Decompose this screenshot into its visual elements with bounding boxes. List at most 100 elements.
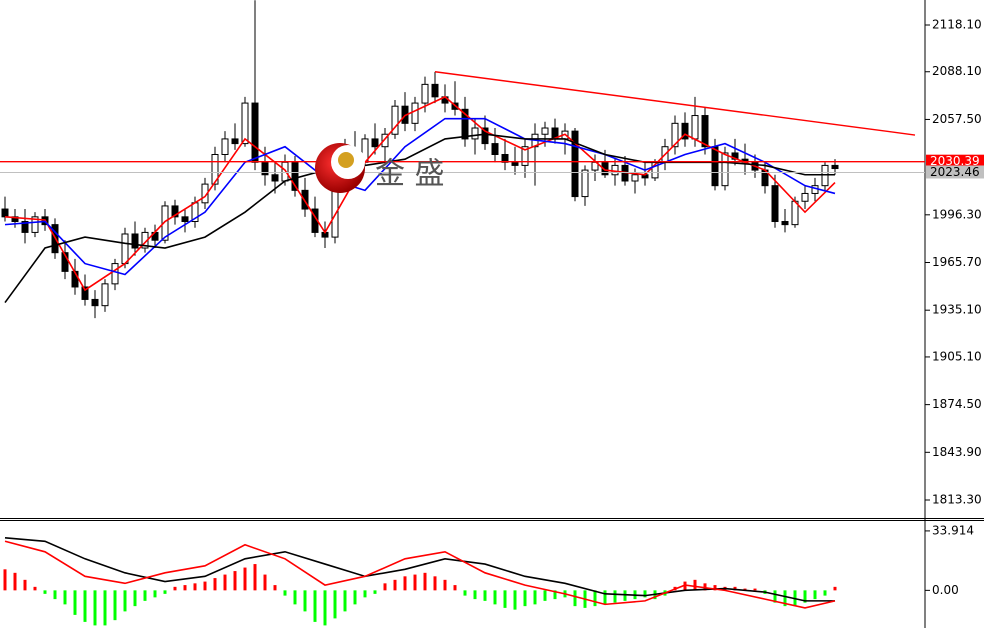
candle-body [131,233,139,249]
price-label: 2023.46 [930,165,980,179]
candle-body [781,221,789,226]
candle-body [631,174,639,182]
candle-body [421,83,429,104]
price-label-box [926,154,984,168]
y-tick-label: 1935.10 [932,303,982,317]
histogram-bar [383,583,387,591]
candle-body [81,286,89,300]
histogram-bar [103,590,107,626]
histogram-bar [343,590,347,612]
candle-body [461,108,469,140]
candle-body [241,102,249,145]
candle-body [521,146,529,166]
candle-body [21,221,29,233]
histogram-bar [63,590,67,605]
histogram-bar [23,579,27,591]
price-label: 2030.39 [930,154,980,168]
histogram-bar [3,569,7,591]
histogram-bar [403,576,407,591]
y-tick-label: 1813.30 [932,493,982,507]
candle-body [101,283,109,307]
macd-panel [3,536,837,626]
histogram-bar [283,590,287,596]
histogram-bar [143,590,147,601]
candle-body [281,161,289,182]
y-tick-label: 2118.10 [932,17,982,31]
histogram-bar [193,583,197,591]
histogram-bar [713,585,717,591]
histogram-bar [703,583,707,591]
histogram-bar [463,590,467,596]
histogram-bar [573,590,577,607]
histogram-bar [33,586,37,591]
histogram-bar [83,590,87,622]
histogram-bar [553,590,557,600]
candle-body [61,252,69,272]
candle-body [221,138,229,156]
histogram-bar [683,581,687,591]
y-tick-label: 0.00 [932,583,959,597]
candle-body [391,105,399,135]
histogram-bar [43,590,47,594]
histogram-bar [113,590,117,621]
y-tick-label: 1874.50 [932,397,982,411]
histogram-bar [353,590,357,605]
histogram-bar [183,585,187,591]
y-tick-label: 2088.10 [932,64,982,78]
histogram-bar [603,590,607,605]
histogram-bar [73,590,77,615]
histogram-bar [493,590,497,605]
candle-body [511,161,519,166]
candle-body [161,205,169,241]
candle-body [771,185,779,223]
histogram-bar [293,590,297,605]
histogram-bar [313,590,317,622]
histogram-bar [133,590,137,607]
histogram-bar [533,590,537,605]
histogram-bar [263,574,267,591]
candle-body [491,143,499,156]
histogram-bar [543,590,547,601]
histogram-bar [413,574,417,591]
histogram-bar [803,590,807,603]
y-tick-label: 33.914 [932,523,974,537]
logo-dot [338,152,354,168]
candle-body [681,122,689,140]
histogram-bar [813,590,817,600]
candle-body [671,122,679,148]
histogram-bar [753,588,757,591]
candle-body [411,102,419,124]
candle-body [571,130,579,198]
histogram-bar [613,590,617,603]
histogram-bar [163,590,167,594]
histogram-bar [733,586,737,591]
histogram-bar [623,590,627,601]
histogram-bar [483,590,487,601]
histogram-bar [783,590,787,607]
candle-body [271,174,279,182]
price-label-box [926,165,984,179]
candle-body [251,102,259,163]
histogram-bar [273,585,277,591]
histogram-bar [233,571,237,591]
candle-body [1,208,9,218]
histogram-bar [243,567,247,591]
candle-body [581,169,589,198]
candle-body [611,164,619,176]
histogram-bar [453,585,457,591]
histogram-bar [303,590,307,612]
candle-body [171,205,179,218]
histogram-bar [423,572,427,591]
candle-body [121,233,129,265]
line-series [434,71,916,136]
candle-body [211,154,219,185]
histogram-bar [153,590,157,598]
histogram-bar [433,576,437,591]
price-panel [1,0,916,319]
y-tick-label: 1905.10 [932,349,982,363]
histogram-bar [473,590,477,600]
candle-body [831,164,839,170]
candle-body [711,146,719,187]
candle-body [801,192,809,202]
